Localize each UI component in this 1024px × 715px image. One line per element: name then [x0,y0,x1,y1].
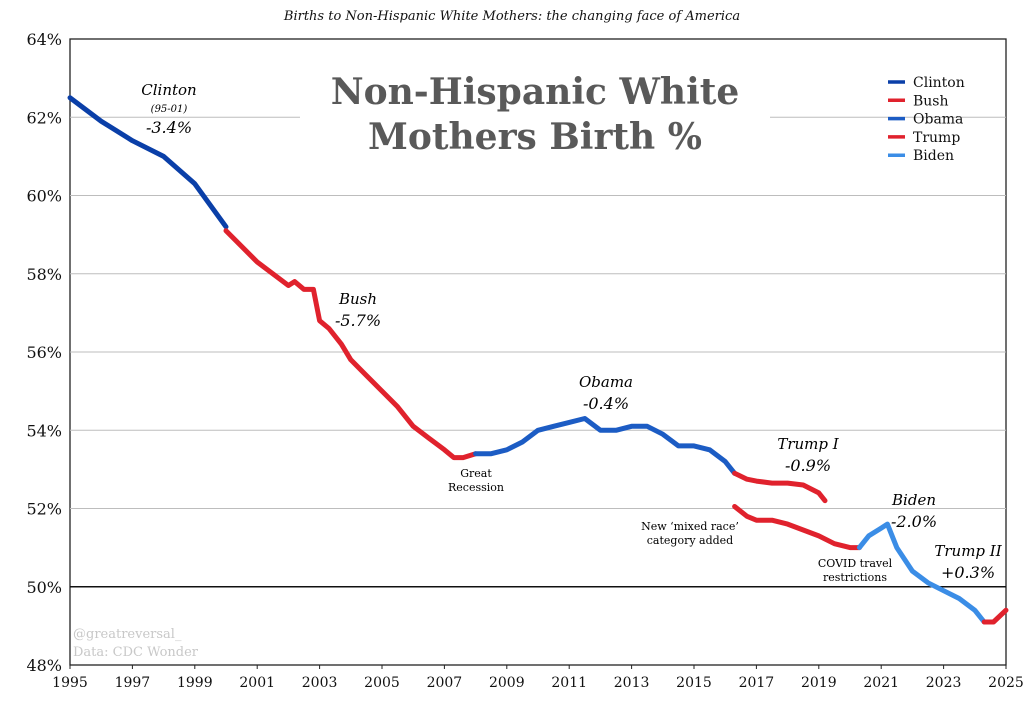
note-recession-line2: Recession [448,481,504,494]
note-recession-line1: Great [460,467,492,480]
inset-title-line1: Non-Hispanic White [330,71,740,113]
chart-title: Births to Non-Hispanic White Mothers: th… [283,9,741,24]
series-line [981,607,1009,625]
annotation-biden-name: Biden [891,491,936,509]
x-tick-label: 2019 [801,675,837,691]
annotation-clinton-name: Clinton [141,81,196,99]
watermark: @greatreversal_ Data: CDC Wonder [73,627,199,660]
annotation-trump1-name: Trump I [777,435,839,453]
y-tick-label: 58% [26,265,62,284]
y-tick-label: 64% [26,30,62,49]
inset-title: Non-Hispanic White Mothers Birth % [300,70,770,160]
annotation-bush-change: -5.7% [335,311,381,330]
legend-label: Bush [913,93,949,109]
y-tick-label: 54% [26,421,62,440]
annotation-obama-name: Obama [579,373,633,391]
annotation-clinton-change: -3.4% [146,118,192,137]
y-axis-ticks: 48% 50% 52% 54% 56% 58% 60% 62% 64% [26,30,62,675]
legend-label: Biden [913,148,954,164]
y-tick-label: 52% [26,500,62,519]
note-covid-line2: restrictions [823,571,887,584]
x-tick-label: 2003 [302,675,338,691]
legend: Clinton Bush Obama Trump Biden [888,75,965,164]
x-tick-label: 2005 [364,675,400,691]
annotations: Clinton (95-01) -3.4% Bush -5.7% Obama -… [141,81,1002,582]
y-tick-label: 60% [26,187,62,206]
annotation-obama-change: -0.4% [583,394,629,413]
annotation-biden-change: -2.0% [891,512,937,531]
grid [70,116,1006,588]
legend-label: Obama [913,112,963,128]
note-covid-line1: COVID travel [818,557,893,570]
x-tick-label: 2009 [489,675,525,691]
x-tick-label: 2021 [863,675,899,691]
series-line [67,95,229,230]
annotation-trump2-change: +0.3% [941,563,995,582]
x-axis-ticks: 1995 1997 1999 2001 2003 2005 2007 2009 2011 2013… [52,665,1024,691]
x-tick-label: 2017 [739,675,775,691]
watermark-handle: @greatreversal_ [73,627,182,642]
y-tick-label: 50% [26,578,62,597]
x-tick-label: 2011 [551,675,587,691]
y-tick-label: 56% [26,343,62,362]
series-lines [67,95,1009,625]
note-mixed-line1: New ‘mixed race’ [641,520,739,533]
series-line [856,521,987,625]
x-tick-label: 2007 [427,675,463,691]
x-tick-label: 1999 [177,675,213,691]
y-tick-label: 48% [26,656,62,675]
legend-label: Clinton [913,75,965,91]
annotation-trump2-name: Trump II [934,542,1002,560]
x-tick-label: 2025 [988,675,1024,691]
series-line [732,470,828,504]
x-tick-label: 2013 [614,675,650,691]
inset-title-line2: Mothers Birth % [368,116,702,158]
annotation-bush-name: Bush [338,290,377,308]
x-tick-label: 1997 [115,675,151,691]
series-line [732,504,862,551]
x-tick-label: 2023 [926,675,962,691]
x-tick-label: 2001 [239,675,275,691]
note-mixed-line2: category added [647,534,733,547]
legend-label: Trump [913,130,960,146]
series-line [223,228,479,461]
x-tick-label: 1995 [52,675,88,691]
series-line [473,416,738,476]
annotation-trump1-change: -0.9% [785,456,831,475]
x-tick-label: 2015 [676,675,712,691]
notes: Great Recession New ‘mixed race’ categor… [448,467,893,584]
y-tick-label: 62% [26,108,62,127]
annotation-clinton-years: (95-01) [151,104,188,115]
watermark-source: Data: CDC Wonder [73,645,199,660]
